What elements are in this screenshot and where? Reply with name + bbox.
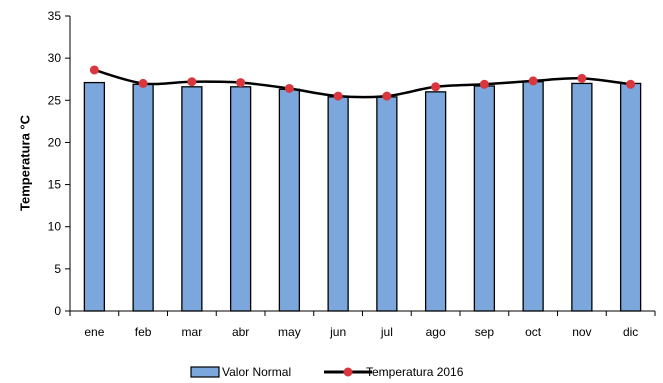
x-tick-label-abr: abr <box>232 325 249 339</box>
point-feb <box>138 78 148 88</box>
x-tick-label-may: may <box>278 325 301 339</box>
x-tick-label-ago: ago <box>426 325 446 339</box>
bar-ago <box>424 91 447 312</box>
y-axis-title: Temperatura °C <box>17 114 32 211</box>
legend-item-line: Temperatura 2016 <box>324 365 464 379</box>
x-tick-label-dic: dic <box>623 325 638 339</box>
bar-may <box>278 88 301 312</box>
legend-label-bar: Valor Normal <box>222 365 291 379</box>
bar-feb <box>132 83 154 312</box>
bar-oct <box>522 81 544 312</box>
x-tick-label-sep: sep <box>475 325 495 339</box>
y-tick-label: 25 <box>48 93 62 107</box>
point-ago <box>431 82 441 92</box>
y-tick-label: 35 <box>48 9 62 23</box>
bar-sep <box>473 85 496 312</box>
bar-mar <box>181 86 203 312</box>
point-jul <box>382 91 392 101</box>
point-nov <box>577 73 587 83</box>
point-ene <box>89 65 99 75</box>
bar-jul <box>376 96 398 312</box>
y-tick-label: 5 <box>54 262 61 276</box>
bar-ene <box>83 81 106 312</box>
point-may <box>284 83 294 93</box>
x-tick-label-feb: feb <box>135 325 152 339</box>
point-mar <box>187 77 197 87</box>
legend-item-bar: Valor Normal <box>190 365 291 379</box>
x-tick-label-jul: jul <box>380 325 393 339</box>
y-tick-label: 20 <box>48 135 62 149</box>
legend-swatch-bar <box>190 366 220 378</box>
plot-area: 0 5 10 15 20 25 30 35 ene feb mar abr may jun jul ago se… <box>48 9 656 339</box>
y-tick-label: 15 <box>48 178 62 192</box>
legend-label-line: Temperatura 2016 <box>366 365 464 379</box>
legend: Valor Normal Temperatura 2016 <box>190 365 464 379</box>
point-dic <box>626 79 636 89</box>
bar-nov <box>571 82 593 312</box>
line-temperatura-2016 <box>94 68 631 99</box>
point-abr <box>236 78 246 88</box>
legend-swatch-marker <box>343 367 353 377</box>
bar-abr <box>229 86 252 312</box>
point-oct <box>528 76 538 86</box>
y-tick-label: 0 <box>54 304 61 318</box>
bar-jun <box>327 96 349 312</box>
point-jun <box>333 91 343 101</box>
x-tick-label-mar: mar <box>182 325 203 339</box>
x-tick-label-jun: jun <box>329 325 346 339</box>
y-tick-label: 30 <box>48 51 62 65</box>
x-tick-label-ene: ene <box>84 325 104 339</box>
point-sep <box>479 79 489 89</box>
x-tick-label-nov: nov <box>572 325 591 339</box>
y-tick-label: 10 <box>48 220 62 234</box>
bar-dic <box>619 82 642 312</box>
x-tick-label-oct: oct <box>525 325 542 339</box>
